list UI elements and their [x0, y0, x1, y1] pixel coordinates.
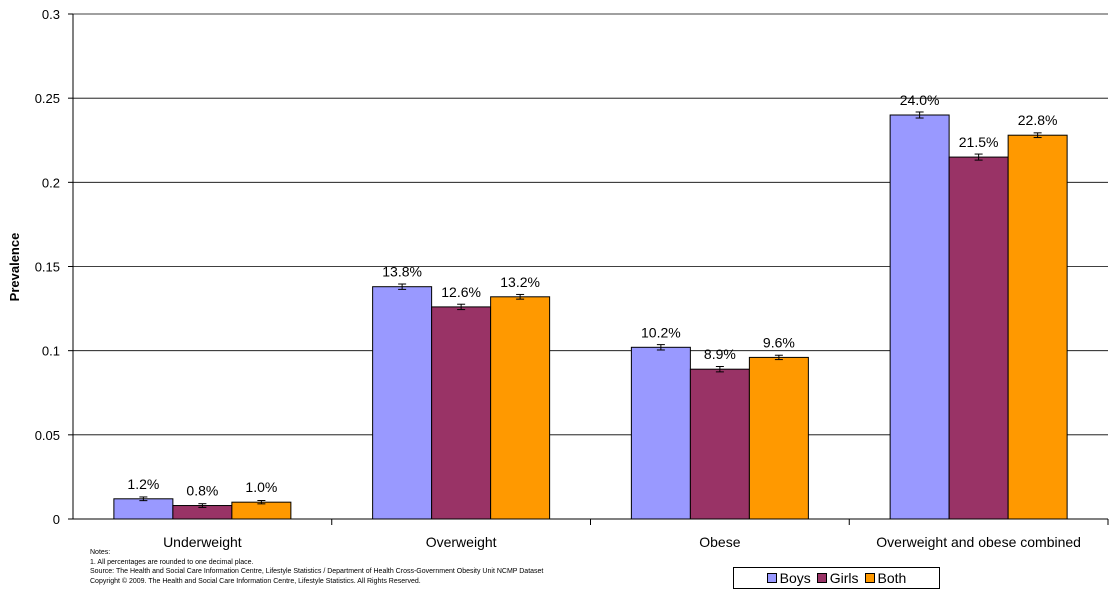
- bar: [689, 368, 750, 520]
- notes-source: Source: The Health and Social Care Infor…: [90, 568, 544, 575]
- legend-swatch-boys: [766, 573, 777, 583]
- data-label: 21.5%: [959, 134, 999, 150]
- legend-item-both: Both: [864, 570, 907, 586]
- axes-layer: [68, 13, 1109, 525]
- x-tick-label: Overweight: [426, 534, 497, 550]
- data-label: 10.2%: [641, 324, 681, 340]
- data-label: 8.9%: [704, 346, 736, 362]
- legend-item-girls: Girls: [816, 570, 859, 586]
- notes-heading: Notes:: [90, 549, 111, 556]
- bar: [948, 156, 1009, 520]
- bar: [431, 306, 492, 520]
- bar: [630, 346, 691, 520]
- y-axis-title: Prevalence: [7, 233, 22, 302]
- labels-layer: 0 0.05 0.1 0.15 0.2 0.25 0.3 1.2% 0.8% 1.0% Underw…: [35, 7, 1081, 550]
- bar: [1007, 134, 1068, 520]
- legend-swatch-both: [864, 573, 875, 583]
- legend: Boys Girls Both: [733, 567, 940, 589]
- data-label: 22.8%: [1018, 112, 1058, 128]
- x-tick-label: Obese: [699, 534, 740, 550]
- x-tick-label: Underweight: [163, 534, 242, 550]
- notes-rounding: 1. All percentages are rounded to one de…: [90, 558, 254, 566]
- y-tick-label: 0: [53, 512, 60, 527]
- data-label: 9.6%: [763, 334, 795, 350]
- bar: [113, 498, 174, 520]
- y-tick-label: 0.1: [42, 344, 60, 359]
- y-tick-label: 0.15: [35, 260, 60, 275]
- bar: [231, 501, 292, 520]
- y-tick-label: 0.2: [42, 175, 60, 190]
- legend-label-girls: Girls: [829, 570, 859, 586]
- data-label: 1.2%: [127, 476, 159, 492]
- bar: [372, 286, 433, 520]
- notes-copyright: Copyright © 2009. The Health and Social …: [90, 577, 421, 585]
- bars-layer: [113, 111, 1068, 520]
- y-tick-label: 0.05: [35, 428, 60, 443]
- data-label: 12.6%: [441, 284, 481, 300]
- bar: [490, 296, 551, 520]
- legend-label-boys: Boys: [779, 570, 811, 586]
- legend-swatch-girls: [816, 573, 827, 583]
- y-tick-label: 0.25: [35, 91, 60, 106]
- y-tick-label: 0.3: [42, 7, 60, 22]
- data-label: 13.8%: [382, 264, 422, 280]
- data-label: 0.8%: [186, 483, 218, 499]
- legend-label-both: Both: [877, 570, 907, 586]
- bar: [889, 114, 950, 520]
- data-label: 24.0%: [900, 92, 940, 108]
- data-label: 1.0%: [245, 479, 277, 495]
- bar: [748, 356, 809, 520]
- legend-item-boys: Boys: [766, 570, 811, 586]
- notes-block: Notes: 1. All percentages are rounded to…: [90, 548, 543, 586]
- data-label: 13.2%: [500, 274, 540, 290]
- x-tick-label: Overweight and obese combined: [876, 534, 1081, 550]
